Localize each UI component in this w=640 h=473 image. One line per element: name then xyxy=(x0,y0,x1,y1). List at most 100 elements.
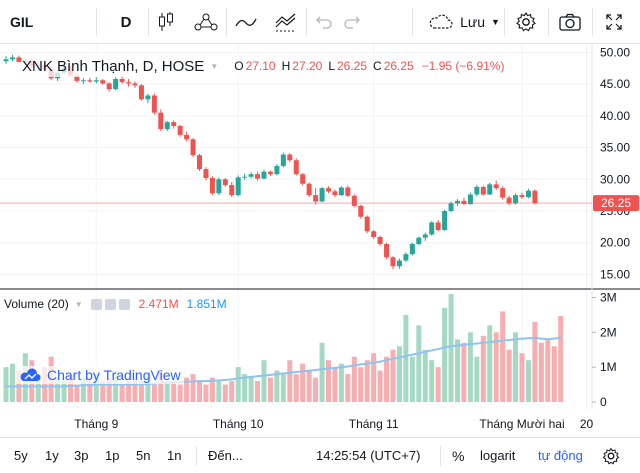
volume-bar xyxy=(42,367,48,402)
visibility-icon[interactable] xyxy=(90,298,102,310)
candle-body xyxy=(448,203,454,212)
low-label: L xyxy=(328,59,335,73)
fullscreen-button[interactable] xyxy=(600,0,628,44)
save-button[interactable]: Lưu ▼ xyxy=(418,0,510,44)
gear-icon xyxy=(602,447,620,464)
candle xyxy=(525,188,531,199)
time-axis[interactable]: Tháng 9 Tháng 10 Tháng 11 Tháng Mười hai 20 xyxy=(74,417,593,431)
grid xyxy=(0,44,592,409)
candle xyxy=(455,198,460,206)
volume-bar xyxy=(119,384,125,402)
volume-bar xyxy=(80,377,86,402)
candle xyxy=(119,75,125,85)
close-label: C xyxy=(373,59,382,73)
redo-icon xyxy=(344,16,360,29)
candle-body xyxy=(235,177,241,196)
volume-study-title[interactable]: Volume (20) xyxy=(4,297,69,311)
candle xyxy=(171,120,177,129)
line-chart-icon xyxy=(235,18,257,27)
candle xyxy=(416,236,422,246)
chevron-down-icon[interactable]: ▼ xyxy=(210,61,219,71)
volume-bar xyxy=(551,346,557,402)
interval-button[interactable]: D xyxy=(108,0,144,44)
volume-bar xyxy=(267,377,273,402)
toolbar-divider xyxy=(96,8,97,36)
volume-bar xyxy=(55,377,61,402)
symbol-search-button[interactable]: GIL xyxy=(10,0,60,44)
candle xyxy=(274,164,280,176)
candle-body xyxy=(248,174,254,177)
gear-icon[interactable] xyxy=(104,298,116,310)
candle xyxy=(222,178,228,187)
volume-bar xyxy=(306,370,312,402)
volume-bar xyxy=(338,363,344,402)
volume-value: 2.471M xyxy=(138,297,179,311)
snapshot-button[interactable] xyxy=(554,0,586,44)
candle xyxy=(93,77,99,84)
auto-scale-toggle[interactable]: tự động xyxy=(538,438,583,473)
candle-body xyxy=(455,200,460,204)
volume-bar xyxy=(429,360,435,402)
toolbar-divider xyxy=(592,8,593,36)
volume-axis[interactable]: 3M 2M 1M 0 xyxy=(592,290,617,409)
settings-button[interactable] xyxy=(602,438,620,473)
volume-bar xyxy=(500,311,506,402)
volume-bar xyxy=(242,374,248,402)
volume-bar xyxy=(197,381,202,402)
range-3p-button[interactable]: 3p xyxy=(74,438,88,473)
volume-bar xyxy=(371,353,377,402)
chevron-down-icon[interactable]: ▼ xyxy=(74,299,83,309)
volume-bar xyxy=(455,339,460,402)
low-value: 26.25 xyxy=(337,59,368,73)
high-value: 27.20 xyxy=(292,59,323,73)
candle xyxy=(332,189,338,198)
candle xyxy=(229,181,235,198)
candle-body xyxy=(487,184,493,195)
candle-body xyxy=(313,195,319,202)
time-tick-label: Tháng 9 xyxy=(74,417,118,431)
candle-body xyxy=(190,139,196,156)
range-1p-button[interactable]: 1p xyxy=(105,438,119,473)
timezone-button[interactable]: 14:25:54 (UTC+7) xyxy=(316,438,420,473)
candle-body xyxy=(171,122,177,126)
candle xyxy=(532,189,538,205)
undo-button[interactable] xyxy=(312,0,336,44)
tradingview-watermark[interactable]: Chart by TradingView xyxy=(16,366,184,384)
log-toggle[interactable]: logarit xyxy=(480,438,515,473)
time-tick-label: Tháng 10 xyxy=(213,417,264,431)
candles-style-button[interactable] xyxy=(154,0,178,44)
volume-bar xyxy=(545,339,551,402)
candle-body xyxy=(287,154,293,161)
candle-body xyxy=(267,171,273,175)
candle-body xyxy=(525,190,531,198)
candle xyxy=(158,109,164,132)
last-price-value: 26.25 xyxy=(601,196,631,210)
range-1n-button[interactable]: 1n xyxy=(167,438,181,473)
indicators-button[interactable] xyxy=(190,0,222,44)
close-icon[interactable] xyxy=(118,298,130,310)
volume-bar xyxy=(145,374,151,402)
range-label: 3p xyxy=(74,448,89,463)
compare-button[interactable] xyxy=(232,0,260,44)
interval-label: D xyxy=(120,13,132,31)
settings-button[interactable] xyxy=(512,0,540,44)
range-1y-button[interactable]: 1y xyxy=(45,438,59,473)
volume-bar xyxy=(164,381,170,402)
toolbar-divider xyxy=(548,8,549,36)
series-title[interactable]: XNK Bình Thạnh, D, HOSE xyxy=(22,57,205,75)
templates-button[interactable] xyxy=(272,0,300,44)
candle xyxy=(364,215,370,234)
toolbar-divider xyxy=(504,8,505,36)
range-5y-button[interactable]: 5y xyxy=(14,438,28,473)
chart-area[interactable]: 50.0045.0040.0035.0030.0025.0020.0015.00… xyxy=(0,44,640,437)
volume-bar xyxy=(525,360,531,402)
volume-bar xyxy=(538,342,544,402)
candle xyxy=(9,54,15,62)
goto-date-button[interactable]: Đến... xyxy=(208,438,243,473)
range-5n-button[interactable]: 5n xyxy=(136,438,150,473)
volume-tick-label: 0 xyxy=(600,395,607,409)
redo-button[interactable] xyxy=(340,0,364,44)
percent-toggle[interactable]: % xyxy=(452,438,464,473)
candle-body xyxy=(500,188,506,198)
